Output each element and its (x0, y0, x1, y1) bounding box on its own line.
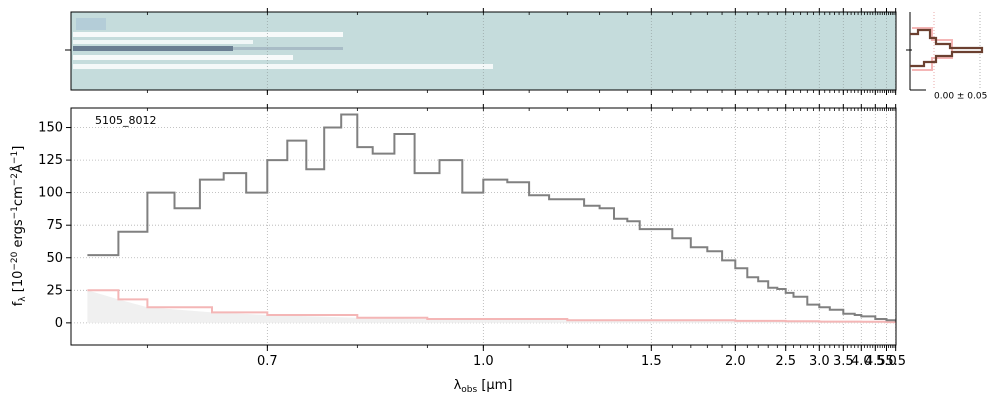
y-tick-label: 100 (38, 186, 63, 201)
y-tick-label: 125 (38, 153, 63, 168)
main-spectrum-panel: 0.7 1.0 1.5 2.0 2.5 3.0 3.54.04.55.05.5 0 25 50 7… (10, 104, 906, 395)
twod-trace (73, 18, 493, 69)
x-tick-label: 4.0 (851, 354, 872, 369)
y-tick-label: 50 (46, 251, 63, 266)
y-axis-label: fλ [10−20 ergs−1cm−2Å−1] (10, 146, 28, 307)
flux-line (87, 113, 896, 322)
x-tick-label: 3.5 (833, 354, 854, 369)
y-tick-label: 25 (46, 283, 63, 298)
x-tick-label: 4.5 (865, 354, 886, 369)
y-ticks: 0 25 50 75 100 125 150 (38, 121, 71, 331)
x-tick-label: 5.5 (885, 354, 906, 369)
x-tick-label: 2.0 (725, 354, 746, 369)
object-label: 5105_8012 (95, 114, 157, 127)
twod-trace-blue (76, 18, 106, 30)
x-axis-label: λobs [μm] (454, 378, 513, 395)
twod-spectrum-panel (65, 8, 897, 95)
error-band (87, 290, 896, 323)
twod-ticks (146, 8, 897, 95)
twod-trace-upper (73, 32, 343, 37)
x-tick-label: 1.5 (641, 354, 662, 369)
x-tick-label: 0.7 (257, 354, 278, 369)
y-tick-label: 150 (38, 121, 63, 136)
twod-trace-lower2 (73, 64, 493, 69)
profile-panel: 0.00 ± 0.05 (906, 12, 987, 102)
profile-label: 0.00 ± 0.05 (934, 92, 987, 102)
x-tick-label: 2.5 (775, 354, 796, 369)
twod-trace-lower (73, 55, 293, 60)
x-tick-label: 3.0 (809, 354, 830, 369)
profile-line (910, 28, 984, 68)
error-line (87, 289, 896, 324)
twod-trace-upper2 (73, 40, 253, 44)
x-tick-label: 1.0 (473, 354, 494, 369)
twod-trace-core (73, 46, 233, 51)
y-tick-label: 75 (46, 218, 63, 233)
x-tick-label: 5.0 (876, 354, 897, 369)
main-ticks: 0.7 1.0 1.5 2.0 2.5 3.0 3.54.04.55.05.5 (146, 104, 906, 369)
y-tick-label: 0 (55, 316, 63, 331)
twod-trace-core-light (233, 47, 343, 50)
